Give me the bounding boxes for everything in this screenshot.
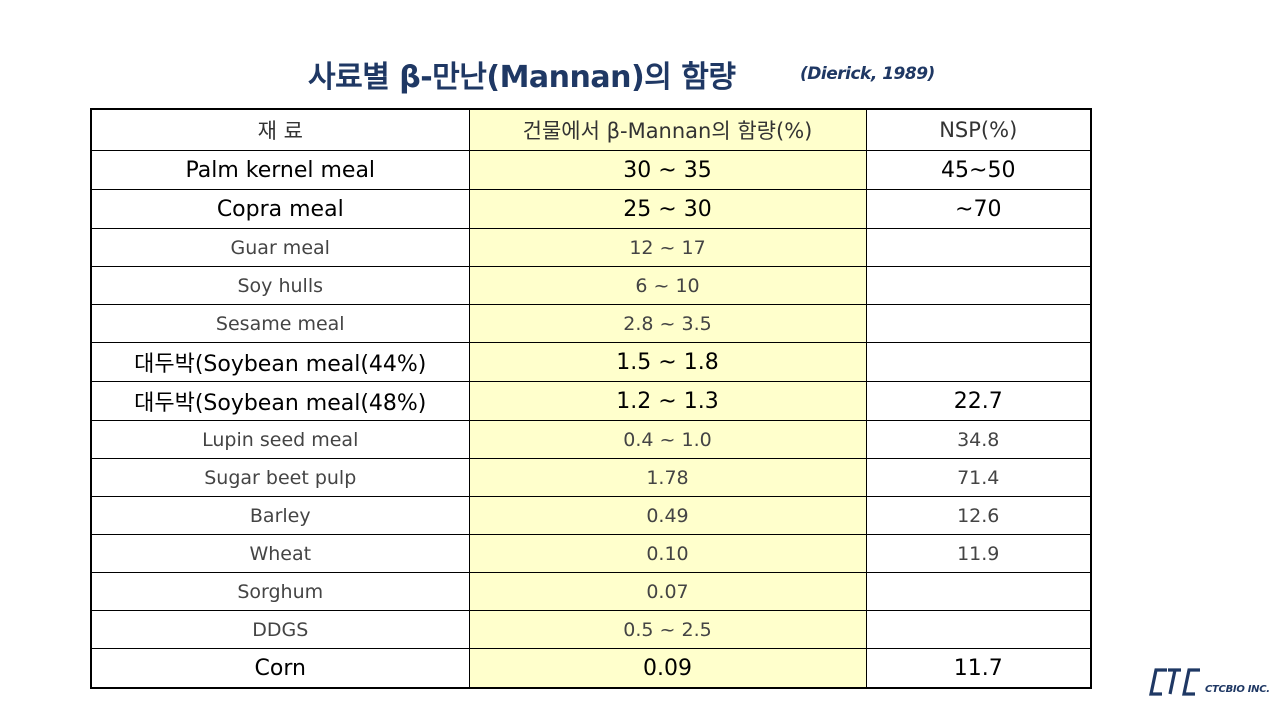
table-row: Copra meal 25 ~ 30 ~70 (90, 189, 1092, 229)
cell-material: DDGS (90, 610, 470, 649)
cell-material: Soy hulls (90, 266, 470, 305)
table-header-row: 재 료 건물에서 β-Mannan의 함량(%) NSP(%) (90, 108, 1092, 151)
table-row: Sesame meal 2.8 ~ 3.5 (90, 304, 1092, 343)
cell-material: Sorghum (90, 572, 470, 611)
cell-mannan: 6 ~ 10 (468, 266, 867, 305)
cell-material: 대두박(Soybean meal(44%) (90, 342, 470, 382)
cell-nsp (865, 572, 1092, 611)
cell-nsp: 71.4 (865, 458, 1092, 497)
table-row: DDGS 0.5 ~ 2.5 (90, 610, 1092, 649)
cell-material: Sugar beet pulp (90, 458, 470, 497)
cell-mannan: 0.5 ~ 2.5 (468, 610, 867, 649)
cell-mannan: 1.5 ~ 1.8 (468, 342, 867, 382)
header-nsp: NSP(%) (865, 108, 1092, 151)
cell-mannan: 0.4 ~ 1.0 (468, 420, 867, 459)
cell-material: Guar meal (90, 228, 470, 267)
table-row: Wheat 0.10 11.9 (90, 534, 1092, 573)
table-row: Soy hulls 6 ~ 10 (90, 266, 1092, 305)
header-material: 재 료 (90, 108, 470, 151)
cell-nsp (865, 610, 1092, 649)
slide-title: 사료별 β-만난(Mannan)의 함량 (308, 60, 736, 95)
cell-mannan: 1.78 (468, 458, 867, 497)
cell-nsp (865, 304, 1092, 343)
cell-nsp: 12.6 (865, 496, 1092, 535)
cell-material: Palm kernel meal (90, 150, 470, 190)
cell-nsp (865, 266, 1092, 305)
cell-material: 대두박(Soybean meal(48%) (90, 381, 470, 421)
cell-material: Sesame meal (90, 304, 470, 343)
ctc-logo-icon (1149, 668, 1200, 696)
cell-nsp: 45~50 (865, 150, 1092, 190)
cell-material: Copra meal (90, 189, 470, 229)
cell-mannan: 0.49 (468, 496, 867, 535)
table-row: Guar meal 12 ~ 17 (90, 228, 1092, 267)
cell-nsp (865, 228, 1092, 267)
cell-mannan: 2.8 ~ 3.5 (468, 304, 867, 343)
cell-mannan: 30 ~ 35 (468, 150, 867, 190)
cell-nsp: 11.7 (865, 648, 1092, 689)
table-row: Barley 0.49 12.6 (90, 496, 1092, 535)
company-logo: CTCBIO INC. (1148, 664, 1270, 698)
cell-material: Barley (90, 496, 470, 535)
citation: (Dierick, 1989) (800, 64, 935, 84)
cell-mannan: 25 ~ 30 (468, 189, 867, 229)
cell-mannan: 12 ~ 17 (468, 228, 867, 267)
cell-nsp (865, 342, 1092, 382)
cell-nsp: ~70 (865, 189, 1092, 229)
cell-nsp: 22.7 (865, 381, 1092, 421)
cell-mannan: 0.10 (468, 534, 867, 573)
table-row: 대두박(Soybean meal(44%) 1.5 ~ 1.8 (90, 342, 1092, 382)
cell-nsp: 11.9 (865, 534, 1092, 573)
mannan-content-table: 재 료 건물에서 β-Mannan의 함량(%) NSP(%) Palm ker… (90, 108, 1092, 689)
table-row: Corn 0.09 11.7 (90, 648, 1092, 689)
table-row: Lupin seed meal 0.4 ~ 1.0 34.8 (90, 420, 1092, 459)
table-row: Sorghum 0.07 (90, 572, 1092, 611)
table-row: 대두박(Soybean meal(48%) 1.2 ~ 1.3 22.7 (90, 381, 1092, 421)
cell-nsp: 34.8 (865, 420, 1092, 459)
cell-material: Corn (90, 648, 470, 689)
header-mannan: 건물에서 β-Mannan의 함량(%) (468, 108, 867, 151)
cell-mannan: 0.09 (468, 648, 867, 689)
logo-text: CTCBIO INC. (1205, 684, 1270, 695)
cell-material: Wheat (90, 534, 470, 573)
table-row: Palm kernel meal 30 ~ 35 45~50 (90, 150, 1092, 190)
cell-mannan: 1.2 ~ 1.3 (468, 381, 867, 421)
table-row: Sugar beet pulp 1.78 71.4 (90, 458, 1092, 497)
cell-mannan: 0.07 (468, 572, 867, 611)
cell-material: Lupin seed meal (90, 420, 470, 459)
